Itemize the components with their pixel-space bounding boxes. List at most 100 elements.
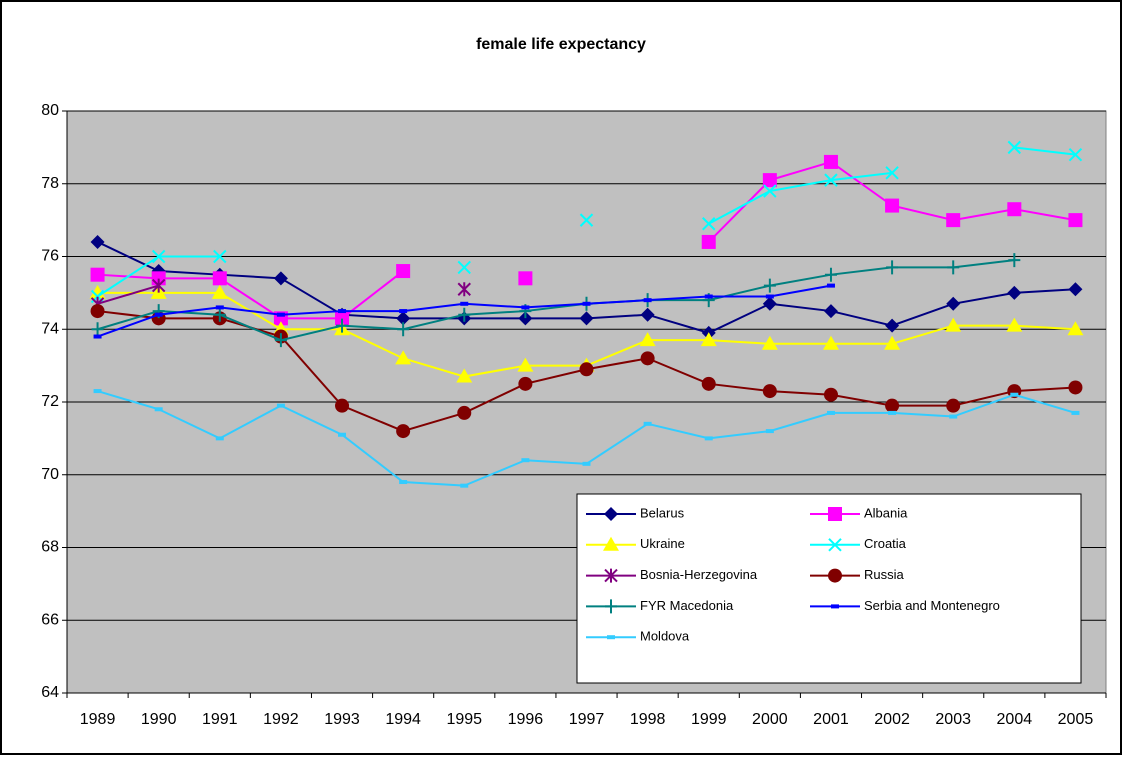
marker: [460, 301, 469, 306]
marker: [822, 335, 839, 350]
marker: [704, 294, 713, 299]
marker: [396, 264, 411, 279]
marker: [885, 166, 899, 180]
marker: [460, 483, 469, 488]
marker: [946, 213, 961, 228]
marker: [885, 318, 900, 333]
marker: [93, 334, 102, 339]
marker: [945, 317, 962, 332]
marker: [1068, 147, 1083, 162]
marker: [456, 368, 473, 383]
marker: [154, 312, 163, 317]
marker: [643, 298, 652, 303]
marker: [765, 429, 774, 434]
marker: [949, 414, 958, 419]
marker: [457, 405, 472, 420]
y-tick-label: 72: [41, 393, 59, 410]
y-tick-label: 70: [41, 466, 59, 483]
x-tick-label: 1990: [141, 711, 177, 728]
legend-label: Serbia and Montenegro: [864, 598, 1000, 613]
legend-label: Bosnia-Herzegovina: [640, 567, 758, 582]
marker: [826, 283, 835, 288]
marker: [338, 309, 347, 314]
y-tick-label: 66: [41, 611, 59, 628]
chart-title: female life expectancy: [476, 36, 646, 53]
x-tick-label: 1994: [385, 711, 421, 728]
marker: [946, 398, 961, 413]
marker: [395, 350, 412, 365]
marker: [579, 213, 594, 227]
marker: [1010, 392, 1019, 397]
x-tick-label: 2004: [997, 711, 1033, 728]
marker: [828, 507, 842, 521]
marker: [90, 304, 105, 319]
legend-label: Belarus: [640, 505, 685, 520]
y-tick-label: 80: [41, 102, 59, 119]
marker: [884, 335, 901, 350]
marker: [1068, 380, 1083, 395]
marker: [761, 335, 778, 350]
marker: [396, 424, 411, 439]
marker: [888, 410, 897, 415]
marker: [604, 568, 618, 583]
marker: [457, 282, 471, 297]
marker: [885, 198, 900, 213]
y-tick-label: 76: [41, 248, 59, 265]
marker: [828, 538, 842, 552]
legend-label: Albania: [864, 505, 908, 520]
x-tick-label: 2005: [1058, 711, 1094, 728]
marker: [518, 271, 533, 286]
marker: [704, 436, 713, 441]
legend-label: Russia: [864, 567, 905, 582]
marker: [831, 604, 839, 609]
legend-label: Moldova: [640, 629, 690, 644]
marker: [274, 333, 287, 348]
marker: [582, 461, 591, 466]
x-tick-label: 1999: [691, 711, 727, 728]
x-tick-label: 2002: [874, 711, 910, 728]
marker: [273, 271, 288, 286]
marker: [605, 599, 617, 614]
marker: [89, 284, 106, 299]
x-tick-label: 1991: [202, 711, 238, 728]
marker: [211, 284, 228, 299]
marker: [396, 311, 411, 326]
y-tick-label: 74: [41, 320, 59, 337]
marker: [604, 507, 618, 521]
marker: [335, 311, 350, 326]
marker: [399, 480, 408, 485]
legend: [576, 493, 1082, 684]
marker: [457, 260, 471, 275]
marker: [90, 234, 105, 249]
marker: [763, 184, 777, 198]
marker: [700, 332, 717, 347]
marker: [213, 307, 226, 322]
marker: [828, 568, 842, 583]
y-tick-label: 78: [41, 175, 59, 192]
marker: [518, 376, 533, 391]
marker: [823, 304, 838, 319]
marker: [579, 362, 594, 377]
marker: [640, 307, 655, 322]
marker: [215, 436, 224, 441]
marker: [1006, 317, 1023, 332]
marker: [397, 322, 410, 337]
x-tick-label: 1997: [569, 711, 605, 728]
marker: [826, 410, 835, 415]
marker: [1068, 282, 1083, 297]
marker: [276, 312, 285, 317]
series-line: [97, 259, 1015, 342]
marker: [212, 271, 227, 286]
marker: [154, 407, 163, 412]
marker: [1007, 202, 1022, 217]
marker: [643, 421, 652, 426]
marker: [517, 357, 534, 372]
marker: [90, 267, 105, 282]
marker: [458, 307, 471, 322]
marker: [946, 296, 961, 311]
marker: [824, 173, 838, 187]
marker: [639, 332, 656, 347]
marker: [763, 278, 776, 293]
marker: [579, 311, 594, 326]
